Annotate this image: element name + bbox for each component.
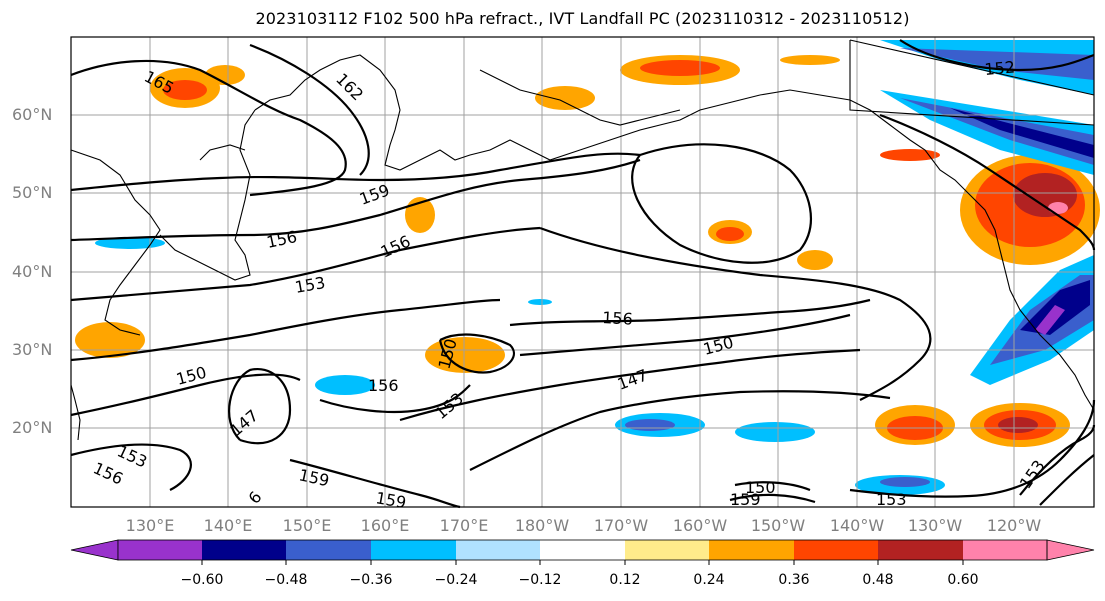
lat-label-40n: 40°N xyxy=(12,262,53,281)
lat-label-60n: 60°N xyxy=(12,105,53,124)
colorbar-tick-label: 0.60 xyxy=(947,572,979,588)
contour-label: 159 xyxy=(730,490,761,509)
refractivity-contours xyxy=(70,39,1096,509)
lon-label-130e: 130°E xyxy=(125,516,175,535)
lon-label-130w: 130°W xyxy=(907,516,963,535)
lon-label-120w: 120°W xyxy=(986,516,1042,535)
lat-label-30n: 30°N xyxy=(12,340,53,359)
lon-label-150e: 150°E xyxy=(282,516,332,535)
lon-label-170e: 170°E xyxy=(439,516,489,535)
figure-title: 2023103112 F102 500 hPa refract., IVT La… xyxy=(255,9,910,28)
lon-label-160e: 160°E xyxy=(360,516,410,535)
colorbar-extend-high xyxy=(1046,539,1095,561)
contour-label: 156 xyxy=(368,376,399,395)
contour-label: 159 xyxy=(374,488,407,512)
colorbar-tick-label: −0.36 xyxy=(349,572,393,588)
contour-label: 153 xyxy=(876,490,907,509)
colorbar-tick-label: −0.12 xyxy=(518,572,562,588)
colorbar-extend-low xyxy=(70,539,119,561)
contour-label: 156 xyxy=(602,308,633,329)
contour-label: 152 xyxy=(984,57,1016,79)
lon-label-150w: 150°W xyxy=(750,516,806,535)
lon-label-140e: 140°E xyxy=(203,516,253,535)
colorbar-tick-label: 0.36 xyxy=(778,572,810,588)
negative-anomaly-shading xyxy=(95,40,1094,495)
lat-label-50n: 50°N xyxy=(12,183,53,202)
colorbar-tick-label: 0.24 xyxy=(693,572,725,588)
contour-label: 150 xyxy=(745,478,776,497)
colorbar-tick-label: −0.24 xyxy=(434,572,478,588)
lat-label-20n: 20°N xyxy=(12,418,53,437)
lon-label-180w: 180°W xyxy=(514,516,570,535)
colorbar-tick-label: −0.48 xyxy=(264,572,308,588)
lon-label-170w: 170°W xyxy=(593,516,649,535)
lon-label-160w: 160°W xyxy=(672,516,728,535)
colorbar xyxy=(70,539,1095,565)
colorbar-tick-label: 0.48 xyxy=(862,572,894,588)
coastlines xyxy=(70,39,1095,441)
colorbar-tick-label: −0.60 xyxy=(180,572,224,588)
colorbar-tick-label: 0.12 xyxy=(609,572,641,588)
map-frame xyxy=(70,36,1095,508)
graticule xyxy=(71,37,1094,507)
lon-label-140w: 140°W xyxy=(829,516,885,535)
